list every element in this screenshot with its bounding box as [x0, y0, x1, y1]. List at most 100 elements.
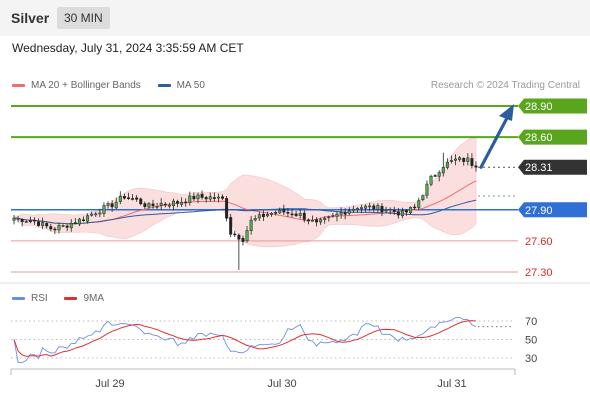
candle-body — [139, 198, 143, 205]
candle — [139, 197, 143, 206]
candle — [229, 214, 233, 238]
candle — [368, 202, 372, 212]
candle — [364, 204, 368, 213]
candle-body — [306, 219, 310, 222]
candle — [409, 206, 413, 215]
candle-body — [360, 207, 363, 209]
candle — [73, 218, 77, 225]
candle-body — [425, 183, 429, 196]
x-tick-label: Jul 30 — [267, 378, 296, 390]
candle — [212, 192, 216, 202]
candle-body — [102, 205, 106, 214]
candle — [290, 208, 294, 218]
candle-body — [298, 213, 302, 216]
candle-body — [433, 175, 437, 177]
candle — [294, 210, 298, 217]
candle — [20, 218, 24, 227]
candle-body — [49, 226, 53, 230]
level-tag-label: 28.31 — [525, 162, 553, 174]
candle — [102, 202, 106, 217]
candle-body — [335, 213, 339, 217]
candle-body — [253, 218, 257, 221]
candle-body — [323, 217, 327, 220]
candle — [37, 218, 41, 227]
level-tag-last: 28.31 — [518, 159, 587, 175]
candle — [392, 206, 396, 215]
candle-body — [458, 157, 462, 161]
bollinger-band — [13, 137, 477, 248]
candle — [24, 220, 28, 223]
rsi-tick-label: 30 — [525, 353, 537, 365]
candle-body — [388, 208, 392, 211]
candle-body — [32, 219, 36, 222]
candle-body — [245, 230, 249, 242]
candle — [208, 192, 212, 202]
candle — [241, 235, 245, 246]
candle-body — [229, 217, 233, 235]
candle-body — [28, 220, 32, 223]
candle-body — [24, 221, 28, 223]
level-tag-bg — [518, 98, 587, 114]
candle-body — [106, 203, 110, 206]
candle-body — [184, 201, 188, 204]
candle-body — [73, 222, 77, 224]
candle — [405, 209, 408, 216]
rsi-legend: RSI 9MA — [12, 293, 118, 304]
candle — [400, 207, 404, 219]
candle-body — [392, 209, 396, 212]
legend-ma20-label: MA 20 + Bollinger Bands — [31, 80, 141, 91]
candle — [221, 194, 224, 200]
level-tag-resistance: 28.60 — [518, 129, 587, 145]
candle — [12, 214, 16, 225]
candle-body — [249, 219, 253, 231]
candle-body — [69, 222, 73, 229]
candle — [49, 223, 53, 232]
candle-body — [331, 215, 335, 217]
legend-rsi: RSI — [12, 293, 48, 304]
candle — [32, 217, 36, 225]
candle — [384, 206, 388, 213]
candle-body — [257, 214, 261, 219]
candle-body — [98, 212, 102, 215]
candle-body — [225, 198, 229, 219]
candle-body — [53, 228, 57, 231]
candle — [82, 216, 85, 222]
rsi-tick-label: 50 — [525, 335, 537, 347]
candle — [306, 218, 310, 225]
candle — [437, 170, 441, 182]
candle — [167, 202, 171, 209]
candle-body — [368, 205, 372, 208]
rsi-9ma-line — [13, 320, 477, 357]
candle — [319, 217, 323, 225]
candle — [315, 217, 319, 227]
candle — [261, 210, 265, 221]
candle-body — [462, 158, 466, 162]
candle — [143, 201, 147, 210]
candle-body — [45, 223, 49, 227]
candle-body — [127, 197, 130, 199]
candle-body — [380, 206, 384, 213]
candle-body — [441, 167, 445, 174]
candle — [188, 191, 192, 206]
candle-body — [445, 161, 449, 168]
candle-body — [65, 225, 69, 228]
candle — [16, 215, 20, 223]
candle-body — [221, 196, 224, 199]
candle-body — [110, 203, 114, 208]
candle — [339, 207, 343, 219]
candle — [237, 233, 241, 270]
candle — [94, 211, 98, 217]
candle-body — [114, 201, 118, 209]
candle-body — [212, 197, 216, 199]
candle-body — [167, 204, 171, 207]
candle — [163, 201, 167, 208]
candle-body — [417, 200, 421, 208]
candle — [118, 191, 122, 205]
interval-button[interactable]: 30 MIN — [57, 7, 110, 29]
candle — [253, 215, 257, 222]
candle-body — [208, 196, 212, 200]
candle-body — [474, 165, 478, 168]
level-tag-support: 27.30 — [525, 267, 553, 279]
candle-body — [196, 194, 200, 200]
